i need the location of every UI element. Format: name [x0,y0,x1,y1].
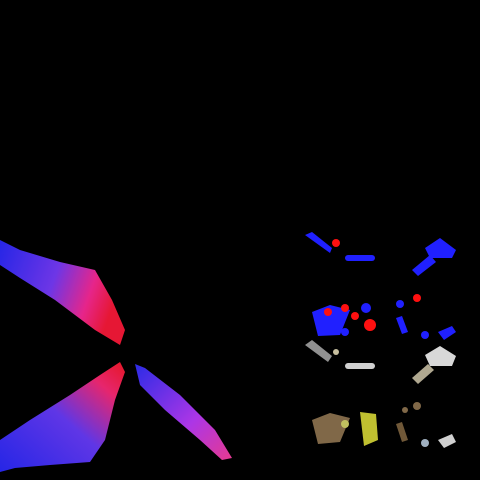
brown-dot [413,402,421,410]
gray-stroke [305,340,332,362]
olive-dot [341,420,349,428]
red-dot [364,319,376,331]
blue-dot [396,300,404,308]
gray-dot [333,349,339,355]
blue-dot [421,331,429,339]
tan-stroke [412,364,434,384]
cloud-right [135,364,232,460]
gray-stroke [345,363,375,369]
blue-blob [312,305,350,336]
brown-stroke [396,422,408,442]
blue-stroke [305,232,332,253]
point-cloud-left [0,240,232,472]
sample-grid [305,232,456,448]
blue-blob [425,238,456,258]
blue-stroke [438,326,456,340]
blue-dot [361,303,371,313]
gray-dot [421,439,429,447]
red-dot [341,304,349,312]
blue-stroke [345,255,375,261]
blue-stroke [412,255,436,276]
blue-dot [341,328,349,336]
cloud-lower [0,362,125,472]
red-dot [413,294,421,302]
red-dot [324,308,332,316]
blue-stroke [396,316,408,334]
brown-dot [402,407,408,413]
red-dot [351,312,359,320]
gray-blob [425,346,456,366]
red-dot [332,239,340,247]
olive-blob [360,412,378,446]
brown-blob [312,413,350,444]
cloud-upper [0,240,125,345]
gray-stroke [438,434,456,448]
